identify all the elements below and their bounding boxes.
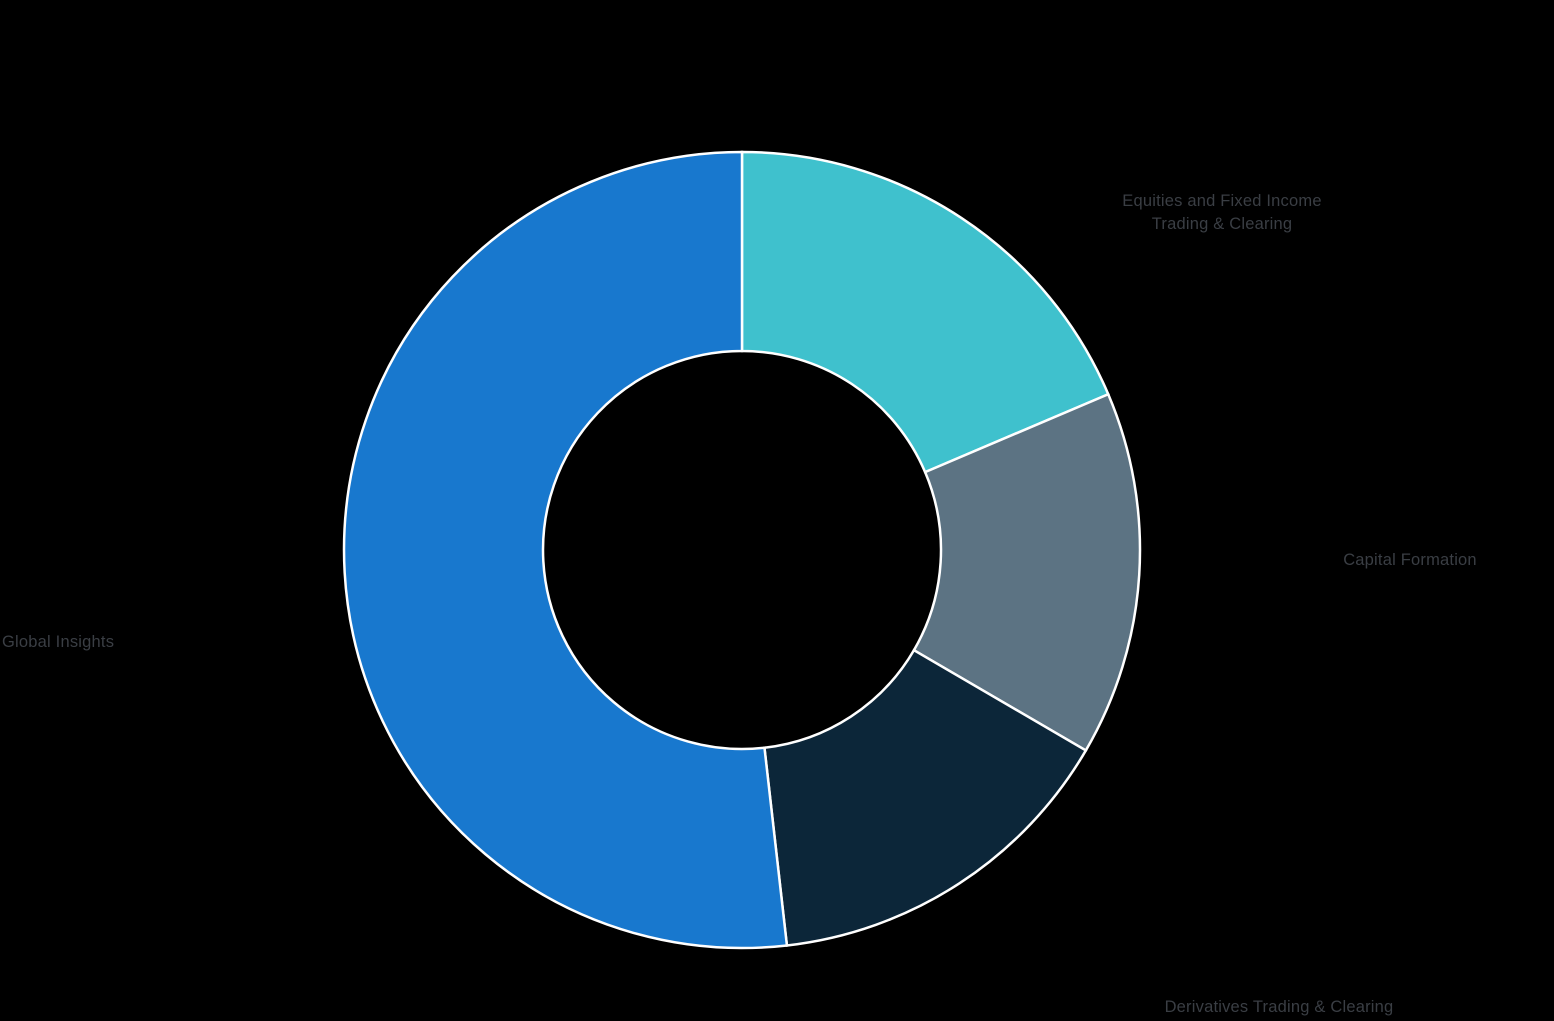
slice-label-derivatives-trading-clearing: Derivatives Trading & Clearing	[1164, 998, 1394, 1016]
donut-slice-global-insights[interactable]	[342, 150, 789, 950]
donut-slice-derivatives-trading-clearing[interactable]	[763, 648, 1088, 947]
donut-slice-equities-fixed-income-trading-clearing[interactable]	[740, 150, 1110, 474]
donut-slice-capital-formation[interactable]	[912, 392, 1142, 753]
slice-label-equities-fixed-income-trading-clearing: Equities and Fixed Income Trading & Clea…	[1122, 192, 1322, 233]
slice-label-global-insights: Global Insights	[2, 633, 115, 651]
slice-label-capital-formation: Capital Formation	[1343, 551, 1477, 569]
